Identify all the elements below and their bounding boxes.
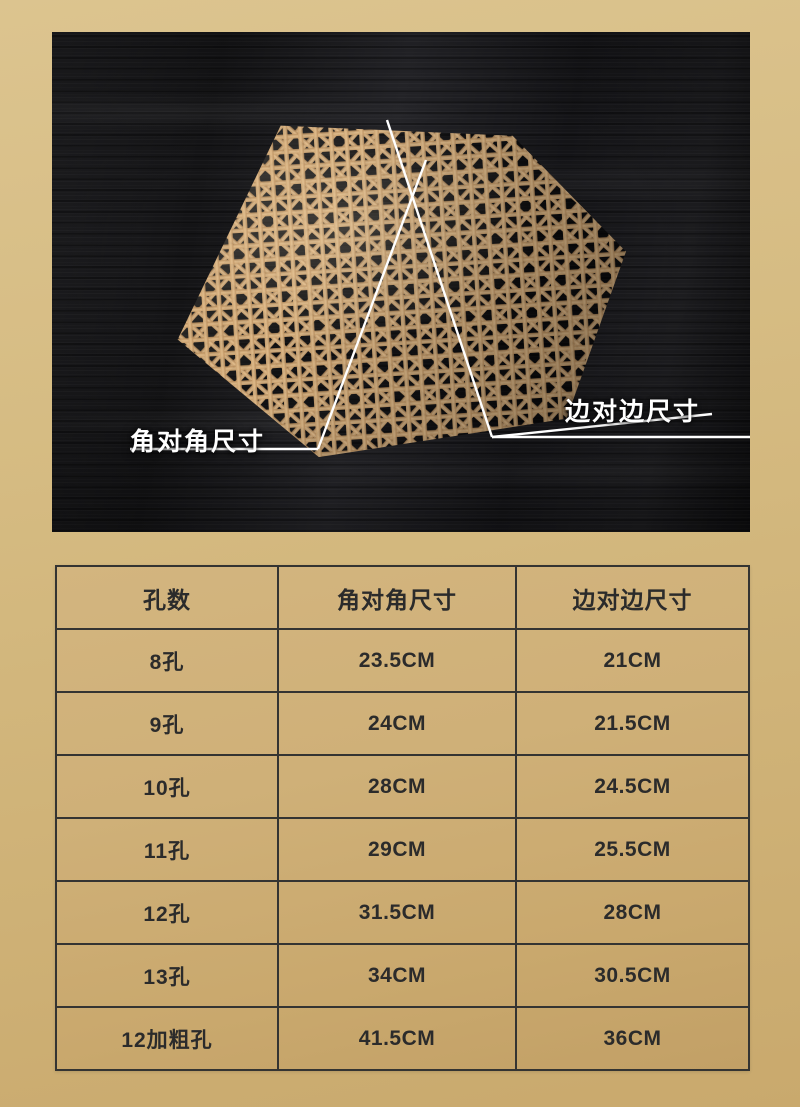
column-header-corner-to-corner: 角对角尺寸	[277, 565, 517, 630]
cell-holes: 10孔	[55, 754, 279, 819]
cell-side-to-side: 30.5CM	[515, 943, 750, 1008]
cell-side-to-side: 36CM	[515, 1006, 750, 1071]
table-row: 10孔 28CM 24.5CM	[55, 754, 750, 819]
cell-corner-to-corner: 34CM	[277, 943, 517, 1008]
column-header-side-to-side: 边对边尺寸	[515, 565, 750, 630]
cell-corner-to-corner: 24CM	[277, 691, 517, 756]
product-photo: 角对角尺寸 边对边尺寸	[52, 32, 750, 532]
cell-holes: 8孔	[55, 628, 279, 693]
cell-side-to-side: 21CM	[515, 628, 750, 693]
table-header-row: 孔数 角对角尺寸 边对边尺寸	[55, 565, 750, 630]
cell-side-to-side: 25.5CM	[515, 817, 750, 882]
cell-holes: 12加粗孔	[55, 1006, 279, 1071]
cell-corner-to-corner: 28CM	[277, 754, 517, 819]
cell-side-to-side: 24.5CM	[515, 754, 750, 819]
cell-side-to-side: 21.5CM	[515, 691, 750, 756]
cell-side-to-side: 28CM	[515, 880, 750, 945]
table-row: 9孔 24CM 21.5CM	[55, 691, 750, 756]
table-row: 8孔 23.5CM 21CM	[55, 628, 750, 693]
corner-to-corner-label: 角对角尺寸	[130, 428, 266, 456]
cell-holes: 13孔	[55, 943, 279, 1008]
cell-corner-to-corner: 31.5CM	[277, 880, 517, 945]
cell-holes: 11孔	[55, 817, 279, 882]
cell-holes: 9孔	[55, 691, 279, 756]
table-row: 12孔 31.5CM 28CM	[55, 880, 750, 945]
size-specification-table: 孔数 角对角尺寸 边对边尺寸 8孔 23.5CM 21CM 9孔 24CM 21…	[55, 565, 750, 1071]
table-row: 13孔 34CM 30.5CM	[55, 943, 750, 1008]
table-row: 11孔 29CM 25.5CM	[55, 817, 750, 882]
table-row: 12加粗孔 41.5CM 36CM	[55, 1006, 750, 1071]
cell-corner-to-corner: 23.5CM	[277, 628, 517, 693]
side-to-side-label: 边对边尺寸	[565, 398, 701, 426]
cell-corner-to-corner: 41.5CM	[277, 1006, 517, 1071]
column-header-holes: 孔数	[55, 565, 279, 630]
cell-holes: 12孔	[55, 880, 279, 945]
cell-corner-to-corner: 29CM	[277, 817, 517, 882]
